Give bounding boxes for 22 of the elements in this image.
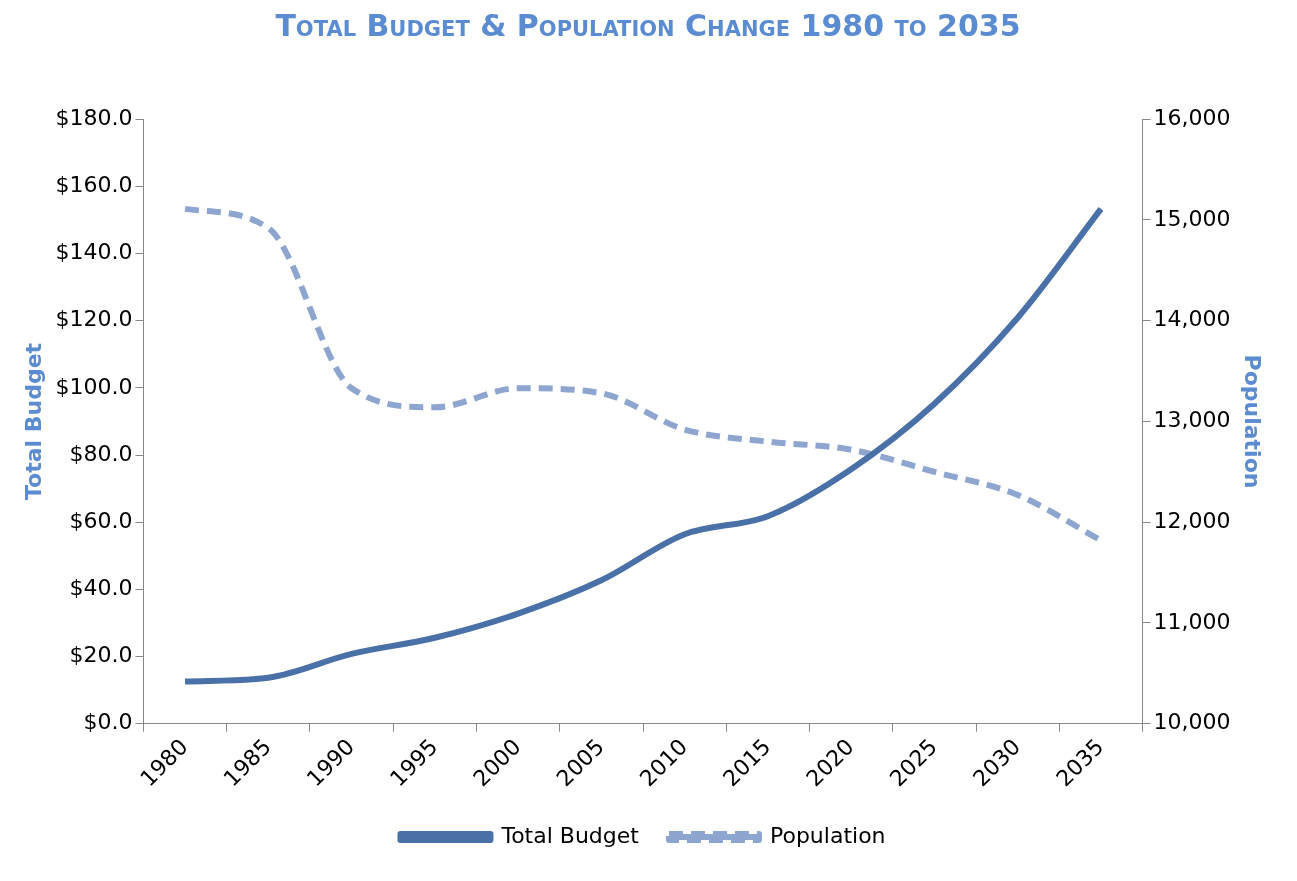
y-tick-label: $160.0 (55, 172, 133, 198)
y-tick-label: $40.0 (69, 575, 133, 601)
y-tick-label: $20.0 (69, 642, 133, 668)
y-tick-label: $80.0 (69, 440, 133, 466)
y2-tick-label: 15,000 (1153, 205, 1231, 231)
y-tick-label: $100.0 (55, 373, 133, 399)
y-tick-label: $0.0 (83, 709, 133, 735)
legend-label: Population (769, 822, 886, 848)
y-axis-title: Total Budget (20, 342, 46, 501)
y2-axis-title: Population (1240, 354, 1266, 489)
chart-title: Total Budget & Population Change 1980 to 2035 (274, 8, 1022, 43)
y-tick-label: $140.0 (55, 239, 133, 265)
legend-label: Total Budget (500, 822, 640, 848)
y2-tick-label: 12,000 (1153, 507, 1231, 533)
y2-tick-label: 16,000 (1153, 104, 1231, 130)
y2-tick-label: 13,000 (1153, 407, 1231, 433)
y-tick-label: $180.0 (55, 104, 133, 130)
y-tick-label: $60.0 (69, 507, 133, 533)
y-tick-label: $120.0 (55, 306, 133, 332)
y2-tick-label: 10,000 (1153, 709, 1231, 735)
y2-tick-label: 14,000 (1153, 306, 1231, 332)
y2-tick-label: 11,000 (1153, 608, 1231, 634)
